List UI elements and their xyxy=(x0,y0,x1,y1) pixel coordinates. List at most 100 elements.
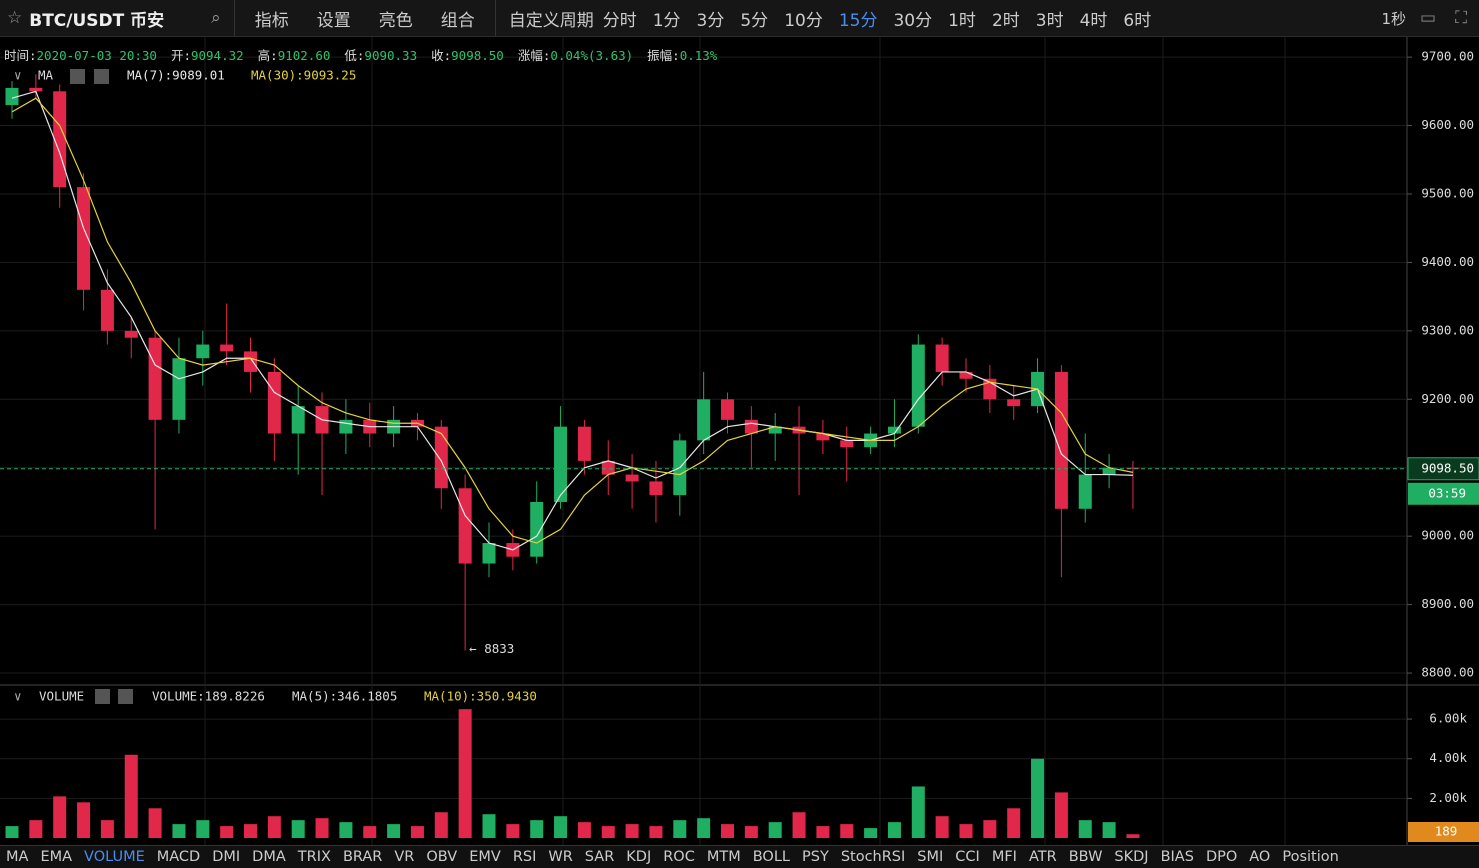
y-tick-label: 6.00k xyxy=(1429,711,1467,726)
period-button[interactable]: 15分 xyxy=(838,10,878,31)
info-label: 高: xyxy=(257,48,278,63)
candle-body xyxy=(434,426,448,489)
period-button[interactable]: 6时 xyxy=(1123,10,1152,31)
indicator-tab[interactable]: SMI xyxy=(917,849,944,865)
indicator-tab[interactable]: BRAR xyxy=(342,849,383,865)
collapse-icon[interactable]: ∨ xyxy=(14,689,22,704)
pane-title: MA xyxy=(38,68,54,83)
period-button[interactable]: 5分 xyxy=(740,10,769,31)
indicator-tab[interactable]: ATR xyxy=(1028,849,1057,865)
indicator-tab[interactable]: TRIX xyxy=(297,849,331,865)
volume-bar xyxy=(530,820,544,838)
volume-bar xyxy=(697,818,711,838)
y-tick-label: 4.00k xyxy=(1429,750,1467,765)
period-button[interactable]: 2时 xyxy=(991,10,1020,31)
pane-title: VOLUME xyxy=(39,689,84,704)
settings-icon[interactable] xyxy=(70,69,85,84)
y-tick-label: 2.00k xyxy=(1429,790,1467,805)
search-icon[interactable]: ⌕ xyxy=(211,8,221,28)
close-icon[interactable] xyxy=(118,689,133,704)
info-label: 涨幅: xyxy=(517,48,551,63)
volume-bar xyxy=(721,824,734,838)
volume-bar xyxy=(387,824,401,838)
candle-body xyxy=(577,426,591,461)
volume-bar xyxy=(1007,808,1021,838)
collapse-icon[interactable]: ∨ xyxy=(14,68,22,83)
indicator-tab[interactable]: RSI xyxy=(512,849,537,865)
indicator-tab[interactable]: WR xyxy=(548,849,573,865)
indicator-tab[interactable]: StochRSI xyxy=(840,849,906,865)
tool-button[interactable]: 亮色 xyxy=(378,10,413,31)
indicator-tab[interactable]: PSY xyxy=(802,849,829,865)
indicator-tab[interactable]: Position xyxy=(1282,849,1339,865)
symbol[interactable]: BTC/USDT 币安 xyxy=(29,10,165,31)
candle-body xyxy=(1102,467,1116,475)
period-button[interactable]: 3分 xyxy=(696,10,725,31)
y-tick-label: 9300.00 xyxy=(1421,322,1474,337)
indicator-tab[interactable]: OBV xyxy=(426,849,458,865)
indicator-tab[interactable]: MFI xyxy=(991,849,1017,865)
indicator-tab[interactable]: VOLUME xyxy=(84,849,145,865)
volume-bar xyxy=(554,816,568,838)
volume-bar xyxy=(577,822,591,838)
price-tag xyxy=(1407,457,1479,481)
camera-icon[interactable]: ▭ xyxy=(1420,8,1437,28)
indicator-tab[interactable]: SAR xyxy=(584,849,615,865)
indicator-tab[interactable]: MACD xyxy=(156,849,201,865)
candle-body xyxy=(267,371,281,434)
candle-body xyxy=(935,344,949,372)
info-line: 时间:2020-07-03 20:30 开:9094.32 高:9102.60 低:9… xyxy=(4,45,731,64)
indicator-tab[interactable]: MA xyxy=(6,849,29,865)
period-button[interactable]: 1时 xyxy=(948,10,976,31)
indicator-tab[interactable]: DMA xyxy=(252,849,286,865)
custom-period[interactable]: 自定义周期 xyxy=(508,10,594,31)
y-tick-label: 9000.00 xyxy=(1421,528,1474,543)
fullscreen-icon[interactable]: ⛶ xyxy=(1455,8,1467,28)
indicator-tab[interactable]: EMA xyxy=(40,849,73,865)
period-button[interactable]: 30分 xyxy=(893,10,933,31)
candle-body xyxy=(601,460,615,475)
indicator-tab[interactable]: EMV xyxy=(469,849,501,865)
tool-button[interactable]: 组合 xyxy=(440,10,475,31)
indicator-tab[interactable]: ROC xyxy=(663,849,695,865)
indicator-tab[interactable]: SKDJ xyxy=(1114,849,1149,865)
indicator-tab[interactable]: BIAS xyxy=(1160,849,1194,865)
period-button[interactable]: 1分 xyxy=(652,10,681,31)
y-tick-label: 9200.00 xyxy=(1421,391,1474,406)
period-button[interactable]: 10分 xyxy=(784,10,823,31)
candle-body xyxy=(196,344,210,359)
star-icon[interactable]: ☆ xyxy=(7,8,23,28)
indicator-tab[interactable]: AO xyxy=(1249,849,1271,865)
volume-bar xyxy=(172,824,186,838)
indicator-tab[interactable]: BOLL xyxy=(752,849,790,865)
indicator-tab[interactable]: CCI xyxy=(955,849,980,865)
candle-body xyxy=(816,433,830,441)
volume-bar xyxy=(673,820,687,838)
refresh-rate[interactable]: 1秒 xyxy=(1381,9,1407,28)
countdown-label: 03:59 xyxy=(1428,485,1466,500)
candle-body xyxy=(625,474,639,482)
indicator-tab[interactable]: BBW xyxy=(1068,849,1103,865)
info-value: 0.04%(3.63) xyxy=(550,48,634,63)
settings-icon[interactable] xyxy=(95,689,110,704)
candle-body xyxy=(887,426,901,434)
volume-bar xyxy=(434,812,448,838)
period-button[interactable]: 3时 xyxy=(1035,10,1064,31)
period-button[interactable]: 4时 xyxy=(1079,10,1108,31)
indicator-tab[interactable]: DPO xyxy=(1205,849,1238,865)
volume-bar xyxy=(315,818,329,838)
legend-entry: VOLUME:189.8226 xyxy=(152,689,265,704)
indicator-tab[interactable]: VR xyxy=(394,849,415,865)
close-icon[interactable] xyxy=(94,69,109,84)
indicator-tab[interactable]: DMI xyxy=(212,849,241,865)
volume-bar xyxy=(291,820,305,838)
volume-bar xyxy=(1054,792,1068,838)
candle-body xyxy=(959,371,973,379)
indicator-tab[interactable]: MTM xyxy=(706,849,741,865)
candle-body xyxy=(768,426,782,434)
tool-button[interactable]: 指标 xyxy=(254,10,289,31)
indicator-tab[interactable]: KDJ xyxy=(626,849,652,865)
tool-button[interactable]: 设置 xyxy=(316,10,351,31)
period-button[interactable]: 分时 xyxy=(602,10,637,31)
